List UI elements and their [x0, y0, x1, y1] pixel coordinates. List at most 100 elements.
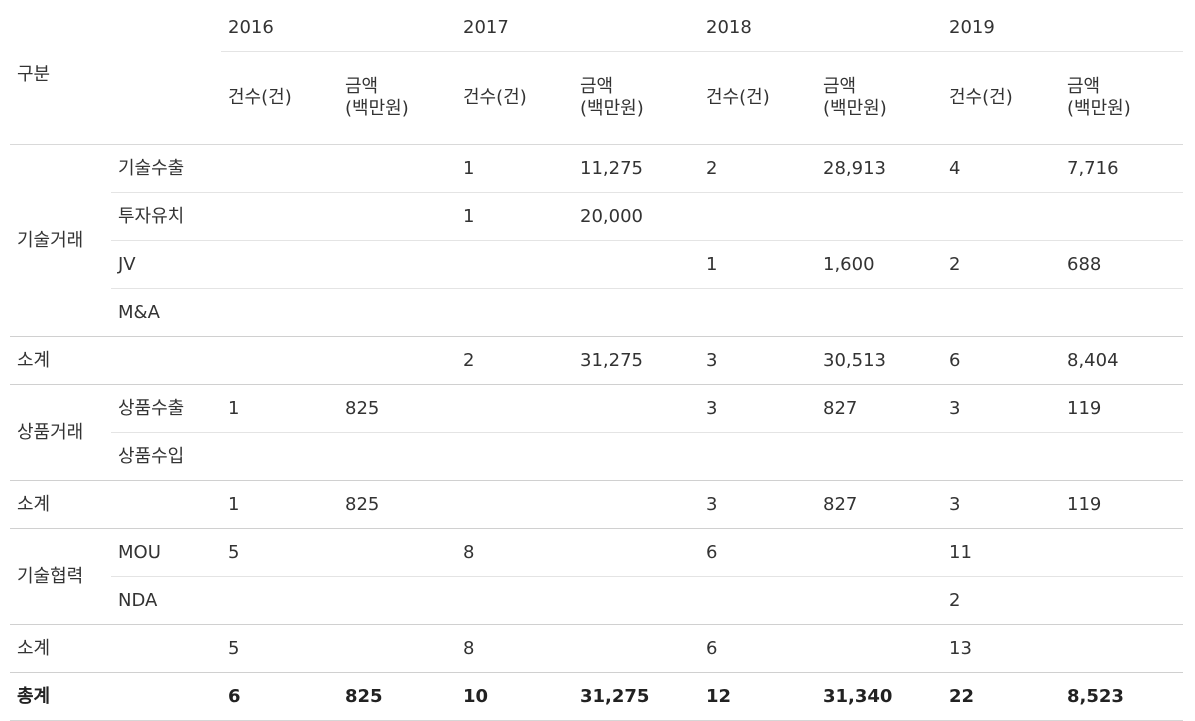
- cell: 119: [1060, 480, 1183, 529]
- table-row: 상품거래 상품수출 1 825 3 827 3 119: [10, 384, 1183, 481]
- cell: [221, 336, 338, 385]
- cell: [338, 528, 456, 577]
- table-row: JV 1 1,600 2 688: [10, 240, 1183, 289]
- cell: 7,716: [1060, 144, 1183, 193]
- cell: [1060, 432, 1183, 481]
- cell: [699, 432, 816, 481]
- header-amount: 금액 (백만원): [345, 76, 409, 119]
- row-label: NDA: [111, 576, 221, 625]
- cell: 5: [221, 624, 338, 673]
- cell: 6: [221, 672, 338, 721]
- subtotal-row: 소계 5 8 6 13: [10, 624, 1183, 673]
- row-label: JV: [111, 240, 221, 289]
- header-year: 2019: [942, 5, 1183, 52]
- cell: [338, 240, 456, 289]
- header-blank: [111, 52, 221, 145]
- cell: 10: [456, 672, 573, 721]
- header-year: 2016: [221, 5, 456, 52]
- cell: [111, 624, 221, 673]
- cell: 827: [816, 384, 942, 433]
- header-category: 구분: [17, 63, 51, 85]
- cell: [338, 432, 456, 481]
- header-subcolumn-row: 건수(건) 금액 (백만원) 건수(건) 금액 (백만원) 건수(건) 금액 (백만원…: [10, 52, 1183, 145]
- cell: 2: [942, 240, 1060, 289]
- cell: [221, 192, 338, 241]
- cell: [1060, 576, 1183, 625]
- cell: [573, 480, 699, 529]
- table-row: M&A: [10, 288, 1183, 337]
- cell: [338, 192, 456, 241]
- cell: [111, 480, 221, 529]
- table-row: 상품수입: [10, 432, 1183, 481]
- cell: [816, 288, 942, 337]
- subtotal-row: 소계 1 825 3 827 3 119: [10, 480, 1183, 529]
- cell: [221, 432, 338, 481]
- table-row: NDA 2: [10, 576, 1183, 625]
- cell: [816, 528, 942, 577]
- cell: 5: [221, 528, 338, 577]
- header-count: 건수(건): [228, 87, 292, 108]
- cell: 6: [699, 624, 816, 673]
- cell: [221, 240, 338, 289]
- cell: 30,513: [816, 336, 942, 385]
- cell: 2: [456, 336, 573, 385]
- cell: 3: [699, 480, 816, 529]
- cell: [456, 480, 573, 529]
- cell: 3: [699, 384, 816, 433]
- cell: [573, 576, 699, 625]
- cell: 3: [699, 336, 816, 385]
- cell: 1,600: [816, 240, 942, 289]
- cell: 2: [942, 576, 1060, 625]
- cell: 11,275: [573, 144, 699, 193]
- cell: [942, 432, 1060, 481]
- cell: 688: [1060, 240, 1183, 289]
- row-label: 기술수출: [111, 144, 221, 193]
- row-label: 상품수입: [111, 432, 221, 481]
- cell: [221, 144, 338, 193]
- row-label: 투자유치: [111, 192, 221, 241]
- cell: 1: [456, 192, 573, 241]
- subtotal-label: 소계: [10, 336, 111, 385]
- cell: [699, 192, 816, 241]
- cell: 13: [942, 624, 1060, 673]
- total-label: 총계: [10, 672, 111, 721]
- cell: 8: [456, 624, 573, 673]
- cell: 8,404: [1060, 336, 1183, 385]
- cell: 20,000: [573, 192, 699, 241]
- table-row: 기술거래 기술수출 1 11,275 2 28,913 4 7,716: [10, 144, 1183, 337]
- cell: [573, 288, 699, 337]
- cell: [573, 240, 699, 289]
- group-label: 기술협력: [10, 528, 111, 625]
- cell: [816, 624, 942, 673]
- cell: 1: [221, 480, 338, 529]
- cell: [573, 384, 699, 433]
- cell: 1: [456, 144, 573, 193]
- subtotal-label: 소계: [10, 624, 111, 673]
- cell: [338, 624, 456, 673]
- cell: [456, 384, 573, 433]
- cell: 825: [338, 384, 456, 433]
- subtotal-row: 소계 2 31,275 3 30,513 6 8,404: [10, 336, 1183, 385]
- header-amount: 금액 (백만원): [1067, 76, 1131, 119]
- cell: [1060, 192, 1183, 241]
- row-label: MOU: [111, 528, 221, 577]
- cell: 2: [699, 144, 816, 193]
- cell: [1060, 624, 1183, 673]
- cell: [338, 576, 456, 625]
- header-year: 2017: [456, 5, 699, 52]
- cell: 1: [699, 240, 816, 289]
- cell: [699, 288, 816, 337]
- cell: [456, 240, 573, 289]
- cell: [816, 576, 942, 625]
- cell: [573, 432, 699, 481]
- table-row: 기술협력 MOU 5 8 6 11: [10, 528, 1183, 625]
- cell: 31,275: [573, 336, 699, 385]
- cell: [338, 336, 456, 385]
- cell: 6: [942, 336, 1060, 385]
- cell: [942, 288, 1060, 337]
- cell: [1060, 288, 1183, 337]
- header-count: 건수(건): [949, 87, 1013, 108]
- header-amount: 금액 (백만원): [580, 76, 644, 119]
- cell: [111, 336, 221, 385]
- cell: 827: [816, 480, 942, 529]
